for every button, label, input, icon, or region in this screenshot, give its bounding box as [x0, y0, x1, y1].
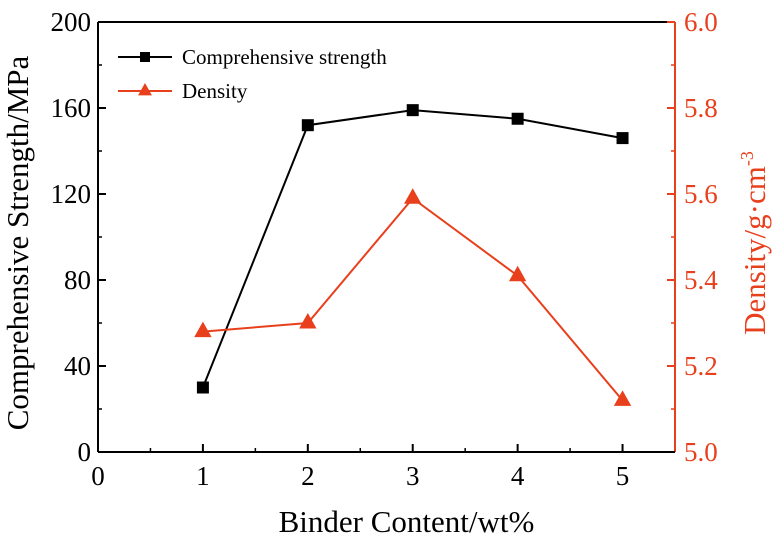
left-axis: 0 40 80 120 160 200 [51, 7, 106, 467]
legend-label: Comprehensive strength [182, 45, 387, 69]
left-y-tick-label: 80 [64, 265, 91, 295]
x-tick-label: 5 [616, 461, 630, 491]
density-point [194, 321, 212, 338]
left-y-tick-label: 40 [64, 351, 91, 381]
bottom-axis: 0 1 2 3 4 5 [91, 444, 675, 491]
right-axis: 5.0 5.2 5.4 5.6 5.8 6.0 [667, 7, 718, 467]
density-point [404, 188, 422, 204]
right-y-axis-title-superscript: -3 [737, 151, 757, 166]
legend: Comprehensive strength Density [118, 45, 387, 103]
x-axis-title: Binder Content/wt% [279, 504, 535, 539]
x-tick-label: 3 [406, 461, 420, 491]
right-y-axis-title: Density/g·cm-3 [737, 151, 772, 335]
x-tick-label: 2 [301, 461, 315, 491]
left-y-tick-label: 200 [51, 7, 92, 37]
density-point [508, 265, 527, 282]
density-point [299, 313, 317, 329]
x-tick-label: 4 [511, 461, 525, 491]
series-layer [194, 104, 632, 406]
right-y-tick-label: 5.8 [684, 93, 718, 123]
right-y-tick-label: 6.0 [684, 7, 718, 37]
strength-point [616, 132, 629, 145]
density-point [613, 390, 632, 406]
right-y-tick-label: 5.6 [684, 179, 718, 209]
left-y-tick-label: 160 [51, 93, 92, 123]
legend-square-marker [140, 52, 150, 62]
right-y-tick-label: 5.4 [684, 265, 718, 295]
strength-point [196, 381, 209, 394]
right-y-tick-label: 5.2 [684, 351, 718, 381]
left-y-axis-title: Comprehensive Strength/MPa [0, 55, 35, 430]
x-tick-label: 0 [91, 461, 105, 491]
x-tick-label: 1 [196, 461, 210, 491]
left-y-tick-label: 0 [78, 437, 92, 467]
strength-point [406, 104, 419, 117]
strength-point [301, 119, 314, 132]
legend-triangle-marker [138, 83, 152, 96]
left-y-tick-label: 120 [51, 179, 92, 209]
legend-label: Density [182, 79, 248, 103]
strength-series-line [201, 109, 623, 388]
right-y-axis-title-main: Density/g·cm [737, 166, 772, 335]
right-y-tick-label: 5.0 [684, 437, 718, 467]
strength-point [511, 112, 524, 125]
